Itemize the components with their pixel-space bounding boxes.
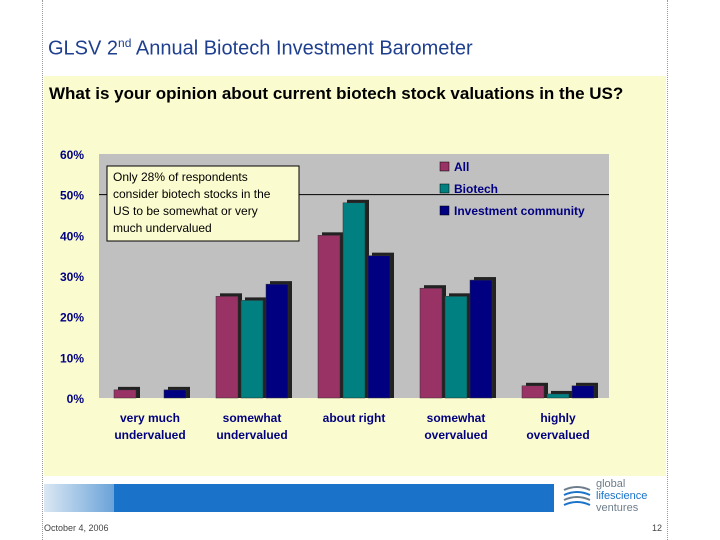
y-tick-label: 10% (60, 351, 84, 365)
y-tick-label: 20% (60, 311, 84, 325)
logo-text-global: global (596, 478, 626, 490)
footer-bar (44, 484, 554, 512)
right-dotted-guide (667, 0, 668, 540)
x-category-label: highly (540, 411, 576, 425)
logo-text-ventures: ventures (596, 502, 639, 514)
x-category-label: somewhat (223, 411, 282, 425)
left-dotted-guide (42, 0, 43, 540)
bar-investment-community (163, 389, 187, 399)
legend-swatch (439, 161, 450, 172)
y-tick-label: 50% (60, 189, 84, 203)
x-category-label: overvalued (526, 428, 589, 442)
x-category-label: about right (323, 411, 386, 425)
annotation-text-line: US to be somewhat or very (113, 204, 258, 218)
legend-label: Investment community (454, 204, 585, 218)
survey-question: What is your opinion about current biote… (49, 84, 624, 103)
x-category-label: undervalued (216, 428, 287, 442)
x-category-label: somewhat (427, 411, 486, 425)
legend-label: All (454, 160, 469, 174)
annotation-text-line: Only 28% of respondents (113, 170, 248, 184)
bar-all (317, 235, 341, 399)
bar-biotech (444, 296, 468, 399)
bar-all (521, 385, 545, 399)
y-tick-label: 30% (60, 270, 84, 284)
bar-investment-community (571, 385, 595, 399)
company-logo: global lifescience ventures (562, 476, 666, 516)
bar-biotech (240, 300, 264, 399)
x-category-label: very much (120, 411, 180, 425)
x-category-label: overvalued (424, 428, 487, 442)
y-tick-label: 40% (60, 229, 84, 243)
slide-title: GLSV 2nd Annual Biotech Investment Barom… (48, 36, 473, 60)
bar-biotech (342, 202, 366, 399)
y-tick-label: 60% (60, 148, 84, 162)
bar-investment-community (367, 255, 391, 399)
wave-logo-icon (563, 486, 591, 506)
bar-all (419, 287, 443, 399)
y-tick-label: 0% (67, 392, 85, 406)
annotation-text-line: consider biotech stocks in the (113, 187, 271, 201)
bar-investment-community (469, 279, 493, 399)
page-number: 12 (652, 523, 663, 533)
bar-investment-community (265, 283, 289, 399)
legend-swatch (439, 183, 450, 194)
footer-date: October 4, 2006 (44, 523, 109, 533)
bar-all (215, 296, 239, 399)
annotation-text-line: much undervalued (113, 221, 212, 235)
x-category-label: undervalued (114, 428, 185, 442)
annotation-box (106, 165, 300, 242)
bar-biotech (546, 393, 570, 399)
legend-swatch (439, 205, 450, 216)
legend-label: Biotech (454, 182, 498, 196)
valuation-bar-chart: 0% 10% 20% 30% 40% 50% 60% very much undervalued… (60, 148, 609, 442)
dna-strip-image (44, 484, 114, 512)
logo-text-lifescience: lifescience (596, 490, 648, 502)
bar-all (113, 389, 137, 399)
